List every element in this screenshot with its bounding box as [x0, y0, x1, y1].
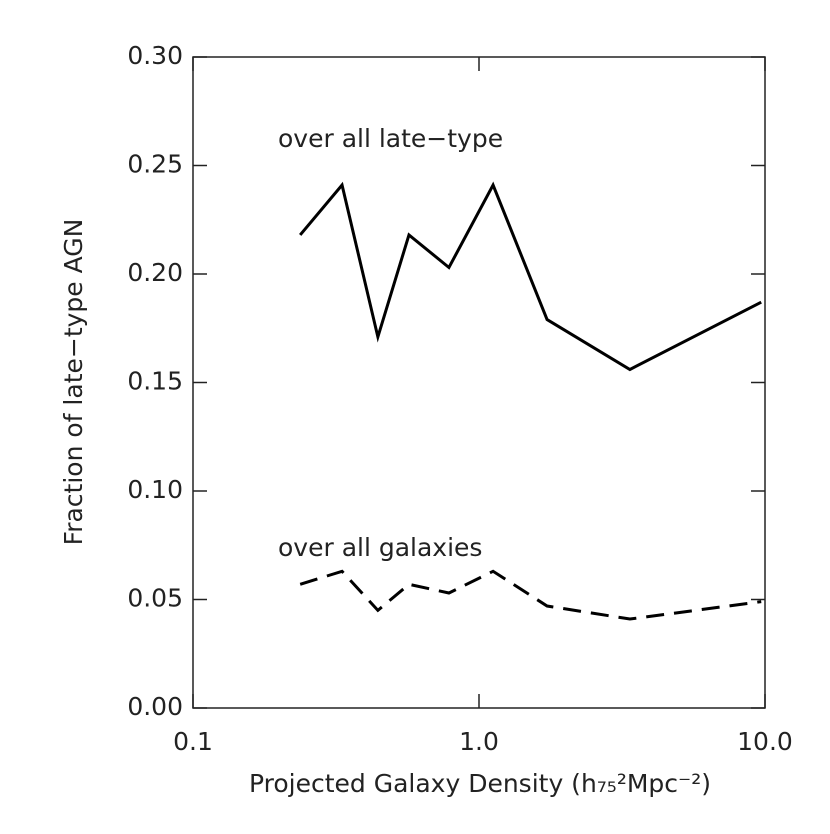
series-line [299, 569, 762, 621]
y-tick-label: 0.00 [127, 692, 183, 721]
y-tick-label: 0.20 [127, 258, 183, 287]
y-tick-label: 0.30 [127, 41, 183, 70]
x-tick-label: 10.0 [737, 727, 793, 756]
x-tick-label: 0.1 [173, 727, 213, 756]
x-axis-label: Projected Galaxy Density (h₇₅²Mpc⁻²) [249, 769, 711, 798]
x-tick-label: 1.0 [459, 727, 499, 756]
y-tick-label: 0.05 [127, 584, 183, 613]
y-tick-label: 0.10 [127, 475, 183, 504]
annotation: over all late−type [278, 124, 503, 153]
series-line [299, 181, 762, 372]
annotation: over all galaxies [278, 533, 482, 562]
y-axis-label: Fraction of late−type AGN [59, 219, 88, 546]
plot-frame [192, 56, 766, 709]
y-tick-label: 0.15 [127, 367, 183, 396]
y-tick-label: 0.25 [127, 150, 183, 179]
